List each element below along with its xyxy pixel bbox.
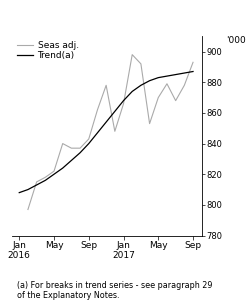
- Text: '000: '000: [226, 36, 246, 45]
- Seas adj.: [96, 108, 99, 112]
- Trend(a): [70, 159, 73, 162]
- Trend(a): [44, 178, 47, 182]
- Trend(a): [192, 70, 195, 73]
- Trend(a): [174, 73, 177, 76]
- Seas adj.: [139, 62, 142, 66]
- Seas adj.: [27, 208, 30, 211]
- Seas adj.: [70, 146, 73, 150]
- Seas adj.: [61, 142, 64, 145]
- Trend(a): [113, 110, 116, 113]
- Seas adj.: [87, 137, 90, 141]
- Trend(a): [139, 83, 142, 87]
- Line: Seas adj.: Seas adj.: [28, 55, 193, 210]
- Trend(a): [61, 166, 64, 170]
- Trend(a): [148, 79, 151, 82]
- Trend(a): [35, 183, 38, 187]
- Seas adj.: [148, 122, 151, 125]
- Seas adj.: [157, 96, 160, 99]
- Seas adj.: [192, 60, 195, 64]
- Seas adj.: [183, 83, 186, 87]
- Trend(a): [183, 71, 186, 75]
- Line: Trend(a): Trend(a): [19, 72, 193, 193]
- Trend(a): [18, 191, 21, 194]
- Seas adj.: [113, 130, 116, 133]
- Trend(a): [53, 172, 56, 176]
- Seas adj.: [44, 175, 47, 179]
- Seas adj.: [105, 83, 108, 87]
- Trend(a): [122, 99, 125, 102]
- Trend(a): [105, 120, 108, 124]
- Seas adj.: [35, 180, 38, 184]
- Trend(a): [27, 188, 30, 191]
- Trend(a): [166, 74, 169, 78]
- Trend(a): [87, 142, 90, 145]
- Seas adj.: [122, 102, 125, 105]
- Seas adj.: [166, 82, 169, 85]
- Trend(a): [131, 90, 134, 93]
- Text: (a) For breaks in trend series - see paragraph 29
of the Explanatory Notes.: (a) For breaks in trend series - see par…: [17, 281, 213, 300]
- Seas adj.: [174, 99, 177, 102]
- Trend(a): [79, 151, 82, 155]
- Seas adj.: [53, 169, 56, 173]
- Legend: Seas adj., Trend(a): Seas adj., Trend(a): [17, 41, 79, 60]
- Seas adj.: [131, 53, 134, 56]
- Trend(a): [96, 131, 99, 135]
- Trend(a): [157, 76, 160, 79]
- Seas adj.: [79, 146, 82, 150]
